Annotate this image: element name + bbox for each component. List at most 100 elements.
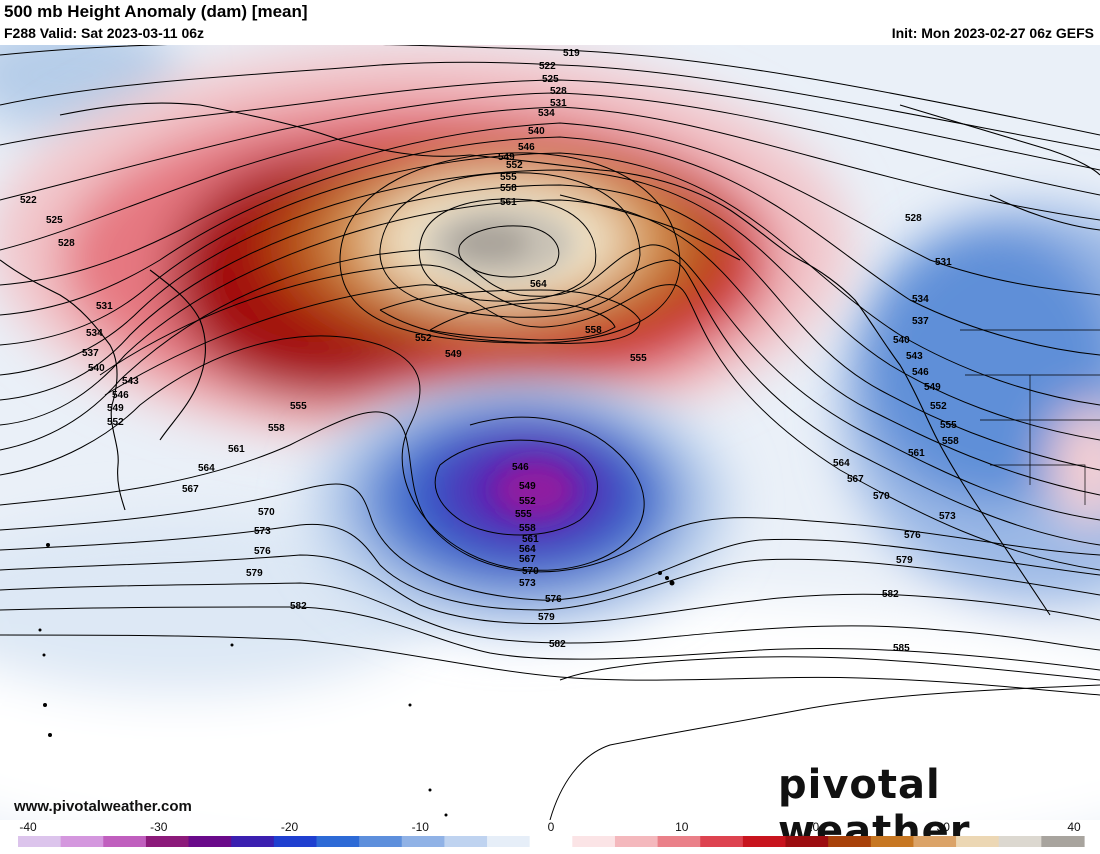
svg-text:549: 549: [519, 481, 536, 492]
svg-text:579: 579: [538, 612, 555, 623]
svg-text:549: 549: [498, 152, 515, 163]
svg-text:531: 531: [550, 98, 567, 109]
anomaly-fill: [0, 45, 1100, 820]
svg-text:543: 543: [122, 376, 139, 387]
svg-text:555: 555: [630, 353, 647, 364]
svg-text:528: 528: [905, 213, 922, 224]
colorbar: -40 -30 -20 -10 0 10 20 30 40: [18, 820, 1085, 847]
svg-text:540: 540: [528, 126, 545, 137]
colorbar-swatch: [145, 836, 190, 847]
svg-text:570: 570: [522, 566, 539, 577]
svg-text:549: 549: [445, 349, 462, 360]
svg-text:573: 573: [254, 526, 271, 537]
svg-text:537: 537: [82, 348, 99, 359]
svg-text:534: 534: [86, 328, 103, 339]
colorbar-swatch: [231, 836, 275, 847]
colorbar-swatch: [60, 836, 104, 847]
svg-text:582: 582: [549, 639, 566, 650]
north-labels: 519 522 525 528 531 534 540 546 549 552 …: [415, 48, 647, 364]
svg-text:552: 552: [930, 401, 947, 412]
svg-text:549: 549: [107, 403, 124, 414]
svg-text:567: 567: [847, 474, 864, 485]
svg-text:570: 570: [258, 507, 275, 518]
colorbar-swatch: [529, 836, 573, 847]
colorbar-swatch: [614, 836, 659, 847]
colorbar-swatch: [487, 836, 531, 847]
colorbar-swatch: [273, 836, 318, 847]
svg-text:558: 558: [519, 523, 536, 534]
svg-text:528: 528: [550, 86, 567, 97]
svg-text:558: 558: [268, 423, 285, 434]
svg-text:561: 561: [500, 197, 517, 208]
svg-text:576: 576: [904, 530, 921, 541]
svg-text:546: 546: [912, 367, 929, 378]
colorbar-tick-label: -20: [281, 820, 299, 834]
colorbar-swatch: [1041, 836, 1085, 847]
colorbar-tick-label: -10: [412, 820, 430, 834]
svg-text:525: 525: [46, 215, 63, 226]
contour-labels: 522 525 528 531 534 537 540 543 546 549 …: [20, 48, 959, 654]
colorbar-swatch: [444, 836, 488, 847]
svg-text:525: 525: [542, 74, 559, 85]
svg-text:543: 543: [906, 351, 923, 362]
anomaly-map: 522 525 528 531 534 537 540 543 546 549 …: [0, 45, 1100, 820]
colorbar-swatch: [657, 836, 701, 847]
valid-time: F288 Valid: Sat 2023-03-11 06z: [4, 25, 205, 41]
svg-text:552: 552: [506, 160, 523, 171]
colorbar-tick-labels: -40 -30 -20 -10 0 10 20 30 40: [19, 820, 1081, 834]
svg-text:564: 564: [519, 544, 536, 555]
svg-text:540: 540: [88, 363, 105, 374]
svg-text:534: 534: [538, 108, 555, 119]
colorbar-tick-label: 10: [675, 820, 689, 834]
west-labels: 522 525 528 531 534 537 540 543 546 549 …: [20, 195, 307, 612]
svg-text:546: 546: [112, 390, 129, 401]
header: 500 mb Height Anomaly (dam) [mean] F288 …: [0, 0, 1100, 45]
svg-text:567: 567: [519, 554, 536, 565]
svg-text:537: 537: [912, 316, 929, 327]
east-labels: 528 531 534 537 540 543 546 549 552 555 …: [833, 213, 959, 654]
svg-text:528: 528: [58, 238, 75, 249]
colorbar-swatch: [401, 836, 445, 847]
colorbar-tick-label: -30: [150, 820, 168, 834]
colorbar-tick-label: 30: [937, 820, 951, 834]
colorbar-swatch: [742, 836, 787, 847]
svg-text:561: 561: [228, 444, 245, 455]
website-url[interactable]: www.pivotalweather.com: [14, 798, 192, 815]
colorbar-swatch: [700, 836, 744, 847]
state-borders: [960, 329, 1100, 505]
svg-text:558: 558: [585, 325, 602, 336]
svg-text:567: 567: [182, 484, 199, 495]
colorbar-swatch: [359, 836, 403, 847]
colorbar-swatch: [870, 836, 915, 847]
svg-text:546: 546: [512, 462, 529, 473]
svg-text:582: 582: [290, 601, 307, 612]
svg-text:540: 540: [893, 335, 910, 346]
colorbar-swatch: [785, 836, 829, 847]
colorbar-swatch: [18, 836, 62, 847]
svg-text:564: 564: [198, 463, 215, 474]
colorbar-tick-label: -40: [19, 820, 37, 834]
svg-text:549: 549: [924, 382, 941, 393]
svg-text:585: 585: [893, 643, 910, 654]
svg-text:558: 558: [942, 436, 959, 447]
colorbar-swatch: [316, 836, 360, 847]
svg-text:531: 531: [96, 301, 113, 312]
svg-text:573: 573: [939, 511, 956, 522]
colorbar-swatch: [103, 836, 147, 847]
svg-text:531: 531: [935, 257, 952, 268]
svg-text:558: 558: [500, 183, 517, 194]
svg-text:579: 579: [246, 568, 263, 579]
map-title: 500 mb Height Anomaly (dam) [mean]: [4, 2, 308, 21]
svg-text:519: 519: [563, 48, 580, 59]
colorbar-tick-label: 40: [1067, 820, 1081, 834]
svg-text:573: 573: [519, 578, 536, 589]
svg-text:564: 564: [833, 458, 850, 469]
svg-text:576: 576: [545, 594, 562, 605]
svg-text:564: 564: [530, 279, 547, 290]
colorbar-swatch: [572, 836, 616, 847]
height-contours: [0, 45, 1100, 820]
colorbar-swatches: [18, 836, 1085, 847]
colorbar-swatch: [956, 836, 1000, 847]
svg-text:552: 552: [519, 496, 536, 507]
svg-text:582: 582: [882, 589, 899, 600]
